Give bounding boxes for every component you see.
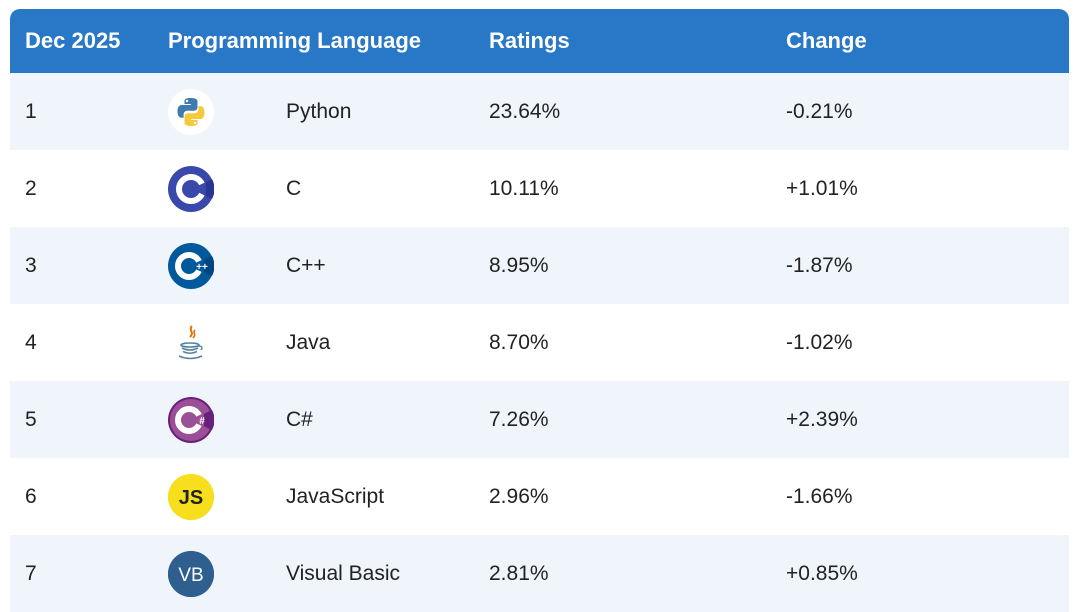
change-cell: -1.02% (786, 330, 853, 354)
table-row: 6 JS JavaScript 2.96% -1.66% (10, 458, 1069, 535)
svg-text:JS: JS (179, 487, 203, 509)
rating-cell: 8.70% (489, 330, 549, 354)
change-cell: +0.85% (786, 561, 858, 585)
header-rank[interactable]: Dec 2025 (25, 28, 121, 53)
java-icon (168, 319, 214, 366)
rank-cell: 6 (25, 484, 37, 508)
csharp-icon: # (168, 396, 214, 443)
table-row: 7 VB Visual Basic 2.81% +0.85% (10, 535, 1069, 612)
rank-cell: 1 (25, 99, 37, 123)
rank-cell: 5 (25, 407, 37, 431)
table-row: 4 Java 8.70% -1.02% (10, 304, 1069, 381)
rank-cell: 7 (25, 561, 37, 585)
rank-cell: 4 (25, 330, 37, 354)
rating-cell: 23.64% (489, 99, 561, 123)
python-icon (168, 88, 214, 135)
rank-cell: 3 (25, 253, 37, 277)
header-language[interactable]: Programming Language (168, 28, 422, 53)
visual-basic-icon: VB (168, 550, 214, 597)
rating-cell: 2.96% (489, 484, 549, 508)
table-row: 1 Python 23.64% -0.21% (10, 73, 1069, 150)
c-icon (168, 165, 214, 212)
rating-cell: 2.81% (489, 561, 549, 585)
table-row: 3 ++ C++ 8.95% -1.87% (10, 227, 1069, 304)
svg-text:++: ++ (196, 262, 208, 273)
table-row: 5 # C# 7.26% +2.39% (10, 381, 1069, 458)
table-row: 2 C 10.11% +1.01% (10, 150, 1069, 227)
change-cell: -1.66% (786, 484, 853, 508)
header-change[interactable]: Change (786, 28, 867, 53)
change-cell: -0.21% (786, 99, 853, 123)
svg-text:VB: VB (178, 565, 203, 586)
header-ratings[interactable]: Ratings (489, 28, 570, 53)
language-name[interactable]: C (286, 176, 302, 200)
javascript-icon: JS (168, 473, 214, 520)
svg-text:#: # (199, 416, 205, 427)
ranking-table: Dec 2025 Programming Language Ratings Ch… (10, 9, 1069, 612)
cpp-icon: ++ (168, 242, 214, 289)
change-cell: +2.39% (786, 407, 858, 431)
language-name[interactable]: Visual Basic (286, 561, 401, 585)
language-name[interactable]: Python (286, 99, 352, 123)
rating-cell: 8.95% (489, 253, 549, 277)
rank-cell: 2 (25, 176, 37, 200)
language-name[interactable]: C++ (286, 253, 326, 277)
change-cell: -1.87% (786, 253, 853, 277)
language-name[interactable]: C# (286, 407, 313, 431)
language-name[interactable]: Java (286, 330, 331, 354)
rating-cell: 10.11% (489, 176, 559, 200)
table-header: Dec 2025 Programming Language Ratings Ch… (10, 9, 1069, 73)
rating-cell: 7.26% (489, 407, 549, 431)
change-cell: +1.01% (786, 176, 858, 200)
language-name[interactable]: JavaScript (286, 484, 385, 508)
